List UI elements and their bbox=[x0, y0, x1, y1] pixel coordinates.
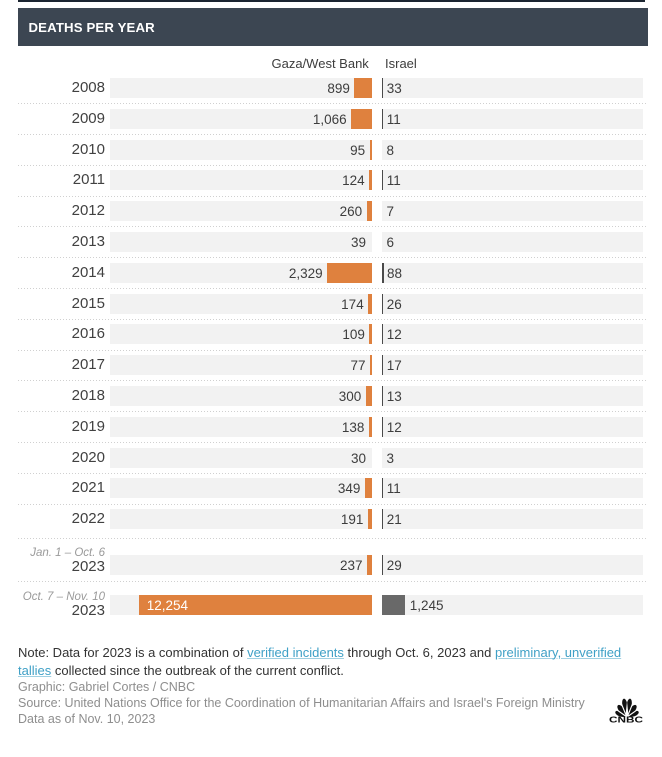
svg-text:CNBC: CNBC bbox=[609, 716, 643, 725]
